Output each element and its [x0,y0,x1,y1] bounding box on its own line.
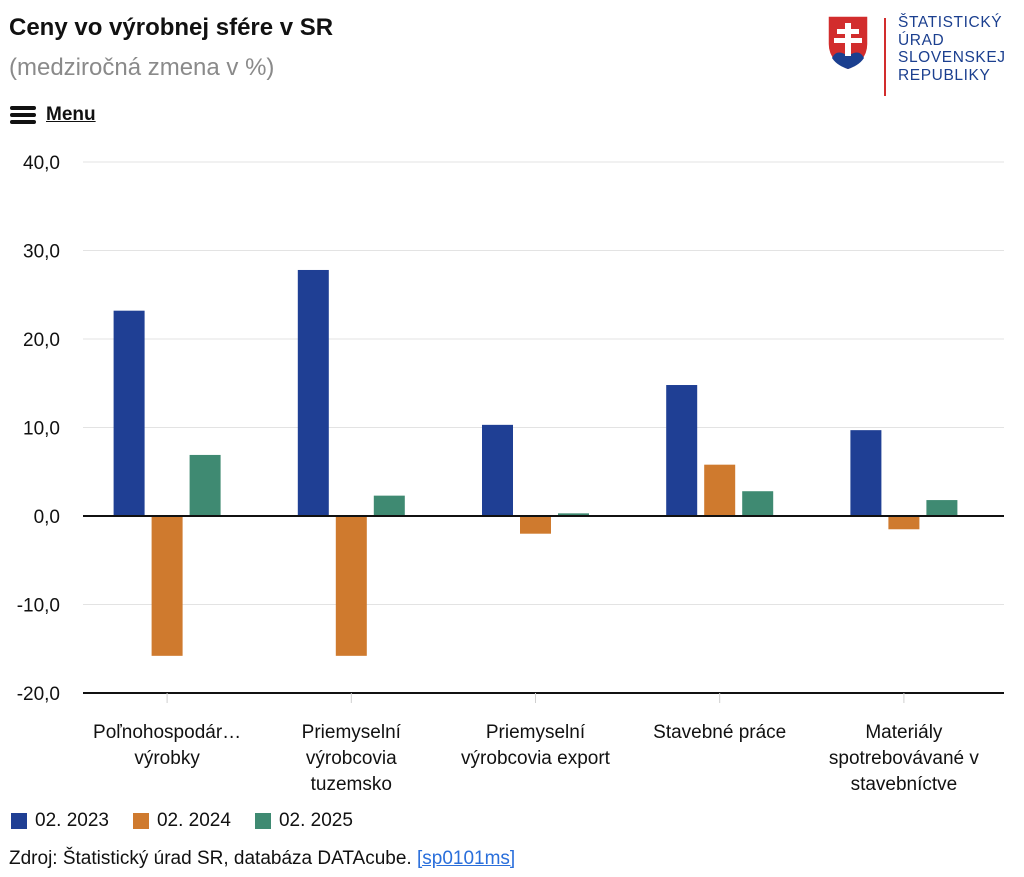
y-tick-label: -20,0 [17,684,60,705]
bar-02-2023 [850,430,882,516]
x-tick-label: Priemyselní výrobcovia export [461,722,611,769]
source-note: Zdroj: Štatistický úrad SR, databáza DAT… [9,848,515,870]
menu-label: Menu [46,104,96,125]
y-tick-label: -10,0 [17,596,60,617]
x-tick-label-line: Poľnohospodár… [93,722,241,743]
chart-title: Ceny vo výrobnej sfére v SR [9,14,334,41]
x-tick-label-line: spotrebovávané v [829,748,979,769]
legend: 02. 2023 02. 2024 02. 2025 [11,810,377,832]
bar-02-2024 [151,516,183,656]
source-text: Zdroj: Štatistický úrad SR, databáza DAT… [9,848,412,869]
bar-02-2025 [926,500,958,516]
coat-of-arms-icon [827,15,869,71]
legend-swatch [254,813,271,829]
x-tick-label-line: Priemyselní [302,722,402,743]
x-tick-label-line: výrobcovia [306,748,397,769]
bar-02-2024 [335,516,367,656]
bar-02-2023 [666,385,698,516]
logo-text-line: SLOVENSKEJ [898,49,1006,66]
x-tick-label-line: Priemyselní [486,722,586,743]
bar-02-2024 [888,516,920,530]
x-tick-label: Poľnohospodár… výrobky [93,722,241,769]
bar-02-2025 [558,513,589,516]
x-tick-label: Stavebné práce [653,722,786,743]
legend-swatch [132,813,149,829]
hamburger-icon [10,106,36,124]
x-tick-label-line: výrobky [134,748,200,769]
source-link[interactable]: [sp0101ms] [416,848,516,869]
x-tick-label: Priemyselní výrobcovia tuzemsko [302,722,402,795]
legend-label: 02. 2024 [156,810,231,831]
bar-02-2025 [189,454,221,516]
bar-02-2023 [113,310,145,516]
legend-item[interactable]: 02. 2023 [11,810,109,832]
susr-logo: ŠTATISTICKÝ ÚRAD SLOVENSKEJ REPUBLIKY [826,14,1006,96]
x-tick-label-line: Materiály [865,722,943,743]
logo-text-line: ÚRAD [898,31,945,49]
menu-button[interactable]: Menu [10,104,96,126]
logo-text-line: REPUBLIKY [898,66,991,84]
x-tick-label-line: tuzemsko [311,774,392,795]
bar-02-2024 [520,516,551,534]
x-tick-label: Materiály spotrebovávané v stavebníctve [829,722,979,795]
x-tick-label-line: stavebníctve [851,774,958,795]
x-tick-label-line: výrobcovia export [461,748,611,769]
y-tick-label: 40,0 [23,153,60,174]
chart-subtitle: (medziročná zmena v %) [9,54,275,81]
legend-label: 02. 2025 [278,810,353,831]
y-tick-label: 30,0 [23,242,60,263]
bar-02-2023 [297,269,329,516]
y-tick-label: 20,0 [23,330,60,351]
bar-02-2025 [373,495,405,516]
legend-item[interactable]: 02. 2025 [254,810,353,832]
bar-02-2024 [704,464,736,516]
legend-label: 02. 2023 [35,810,109,831]
x-tick-label-line: Stavebné práce [653,722,786,743]
bar-02-2023 [482,424,513,516]
y-tick-label: 10,0 [23,419,60,440]
bar-02-2025 [742,491,774,516]
legend-swatch [11,813,27,829]
legend-item[interactable]: 02. 2024 [132,810,231,832]
bar-chart: 40,0 30,0 20,0 10,0 0,0 -10,0 -20,0 Poľnohospod… [17,153,1004,795]
y-tick-label: 0,0 [34,507,60,528]
logo-text-line: ŠTATISTICKÝ [898,14,1003,31]
